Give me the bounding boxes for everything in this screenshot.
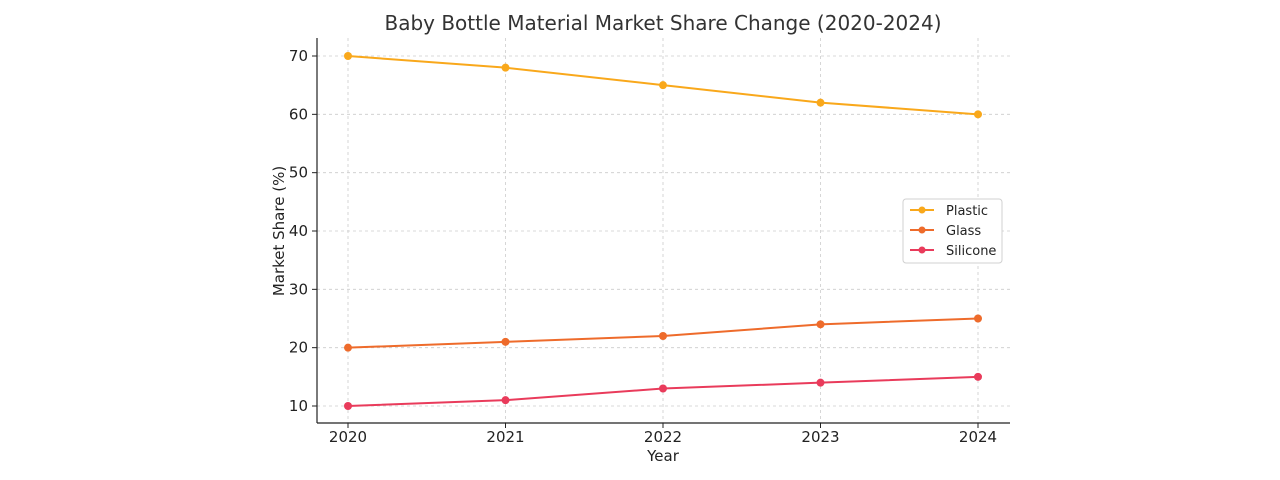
y-axis-label: Market Share (%)	[270, 166, 288, 296]
y-tick-label: 20	[289, 339, 308, 357]
data-point-silicone	[501, 396, 510, 405]
legend-label: Plastic	[946, 204, 988, 219]
y-tick-label: 10	[289, 397, 308, 415]
data-point-plastic	[816, 98, 825, 107]
y-tick-label: 30	[289, 280, 308, 298]
x-tick-label: 2024	[959, 428, 997, 446]
y-tick-label: 60	[289, 105, 308, 123]
series-plastic	[344, 52, 982, 119]
data-point-plastic	[501, 63, 510, 72]
data-point-glass	[501, 337, 510, 346]
legend-label: Glass	[946, 224, 981, 239]
data-point-glass	[344, 343, 352, 352]
legend-label: Silicone	[946, 244, 996, 259]
legend-item-silicone: Silicone	[910, 244, 996, 259]
data-point-silicone	[659, 384, 667, 393]
data-point-plastic	[659, 81, 667, 90]
y-tick-label: 50	[289, 164, 308, 182]
legend-item-glass: Glass	[910, 224, 981, 239]
data-point-silicone	[344, 402, 352, 410]
legend: Plastic Glass Silicone	[902, 198, 1003, 264]
series-glass	[344, 314, 982, 352]
data-point-plastic	[344, 52, 352, 60]
x-tick-label: 2022	[644, 428, 682, 446]
x-tick-label: 2021	[486, 428, 524, 446]
series-silicone	[344, 372, 982, 410]
legend-swatch-marker	[918, 246, 926, 254]
x-axis-label: Year	[646, 447, 680, 465]
data-point-glass	[974, 314, 982, 323]
y-tick-label: 70	[289, 47, 308, 65]
series	[344, 52, 982, 410]
data-point-plastic	[974, 110, 982, 119]
grid	[317, 38, 1010, 423]
x-tick-label: 2023	[801, 428, 839, 446]
legend-item-plastic: Plastic	[910, 204, 988, 219]
data-point-silicone	[974, 372, 982, 381]
legend-swatch-marker	[918, 226, 926, 234]
data-point-glass	[659, 332, 667, 340]
chart-title: Baby Bottle Material Market Share Change…	[384, 11, 941, 35]
legend-box	[902, 198, 1003, 264]
y-tick-label: 40	[289, 222, 308, 240]
data-point-silicone	[816, 378, 825, 387]
legend-swatch-marker	[918, 206, 926, 214]
data-point-glass	[816, 320, 825, 329]
axis-ticks: 2020 2021 2022 2023 2024 10 20 30 40 50 60 70	[289, 47, 997, 446]
x-tick-label: 2020	[329, 428, 367, 446]
